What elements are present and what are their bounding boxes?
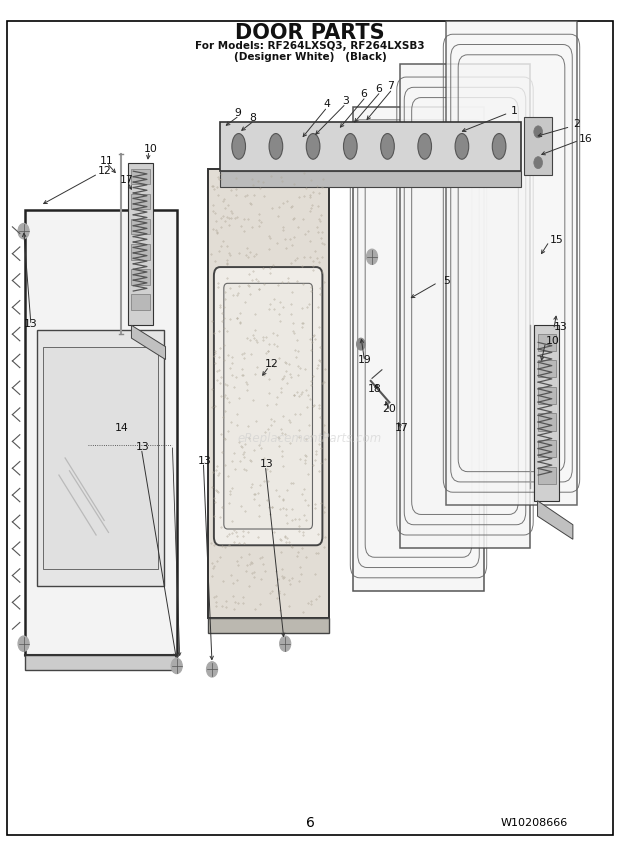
Text: 19: 19 [358, 354, 371, 365]
Bar [43, 347, 158, 569]
FancyBboxPatch shape [538, 360, 556, 377]
Ellipse shape [306, 134, 320, 159]
Text: DOOR PARTS: DOOR PARTS [235, 22, 385, 43]
FancyBboxPatch shape [538, 334, 556, 351]
Text: 8: 8 [249, 113, 257, 123]
Text: W10208666: W10208666 [501, 818, 568, 829]
Text: 17: 17 [395, 423, 409, 433]
Text: 18: 18 [368, 384, 382, 395]
Circle shape [280, 636, 291, 651]
Ellipse shape [269, 134, 283, 159]
Text: 12: 12 [97, 166, 111, 176]
Polygon shape [538, 501, 573, 539]
Circle shape [534, 157, 542, 169]
Circle shape [206, 662, 218, 677]
Ellipse shape [232, 134, 246, 159]
Text: 6: 6 [306, 817, 314, 830]
FancyBboxPatch shape [538, 387, 556, 404]
Text: 7: 7 [387, 81, 394, 92]
Ellipse shape [381, 134, 394, 159]
Text: 6: 6 [374, 84, 382, 94]
Circle shape [366, 249, 378, 265]
Text: 13: 13 [260, 459, 273, 469]
Text: 20: 20 [383, 404, 396, 414]
Text: 4: 4 [324, 99, 331, 110]
Text: 6: 6 [360, 89, 368, 99]
Ellipse shape [455, 134, 469, 159]
Circle shape [18, 223, 29, 239]
Ellipse shape [343, 134, 357, 159]
Ellipse shape [492, 134, 506, 159]
Polygon shape [220, 171, 521, 187]
Text: (Designer White)   (Black): (Designer White) (Black) [234, 52, 386, 62]
Text: 1: 1 [511, 106, 518, 116]
Text: 5: 5 [443, 276, 450, 286]
Text: 17: 17 [120, 175, 134, 185]
Circle shape [356, 338, 365, 350]
Text: 14: 14 [115, 423, 129, 433]
Text: eReplacementParts.com: eReplacementParts.com [238, 431, 382, 445]
Text: 10: 10 [144, 144, 157, 154]
Bar [25, 210, 177, 655]
Bar [208, 618, 329, 633]
Bar [128, 163, 153, 325]
Text: 2: 2 [573, 119, 580, 129]
Text: 13: 13 [136, 442, 149, 452]
Bar [37, 330, 164, 586]
Text: 12: 12 [265, 359, 278, 369]
FancyBboxPatch shape [131, 294, 150, 310]
FancyBboxPatch shape [538, 467, 556, 484]
Bar [400, 64, 530, 548]
FancyBboxPatch shape [214, 267, 322, 545]
Bar [446, 21, 577, 505]
Text: 13: 13 [24, 318, 38, 329]
FancyBboxPatch shape [224, 283, 312, 529]
Text: 13: 13 [198, 455, 211, 466]
Bar [208, 169, 329, 618]
FancyBboxPatch shape [131, 169, 150, 184]
FancyBboxPatch shape [131, 219, 150, 235]
Ellipse shape [418, 134, 432, 159]
FancyBboxPatch shape [538, 413, 556, 431]
Text: 9: 9 [234, 108, 242, 118]
Circle shape [171, 658, 182, 674]
FancyBboxPatch shape [131, 244, 150, 259]
Polygon shape [131, 325, 166, 360]
Bar [353, 107, 484, 591]
Text: 15: 15 [550, 235, 564, 245]
Text: 13: 13 [554, 322, 568, 332]
Circle shape [18, 636, 29, 651]
FancyBboxPatch shape [524, 117, 552, 175]
Text: For Models: RF264LXSQ3, RF264LXSB3: For Models: RF264LXSQ3, RF264LXSB3 [195, 41, 425, 51]
Bar [220, 122, 521, 171]
FancyBboxPatch shape [538, 440, 556, 457]
FancyBboxPatch shape [131, 270, 150, 285]
Text: 16: 16 [579, 134, 593, 144]
Bar [25, 655, 177, 670]
Circle shape [534, 126, 542, 138]
Text: 10: 10 [546, 336, 560, 346]
Bar [534, 325, 559, 501]
FancyBboxPatch shape [131, 193, 150, 209]
Text: 11: 11 [100, 156, 113, 166]
Text: 3: 3 [342, 96, 350, 106]
